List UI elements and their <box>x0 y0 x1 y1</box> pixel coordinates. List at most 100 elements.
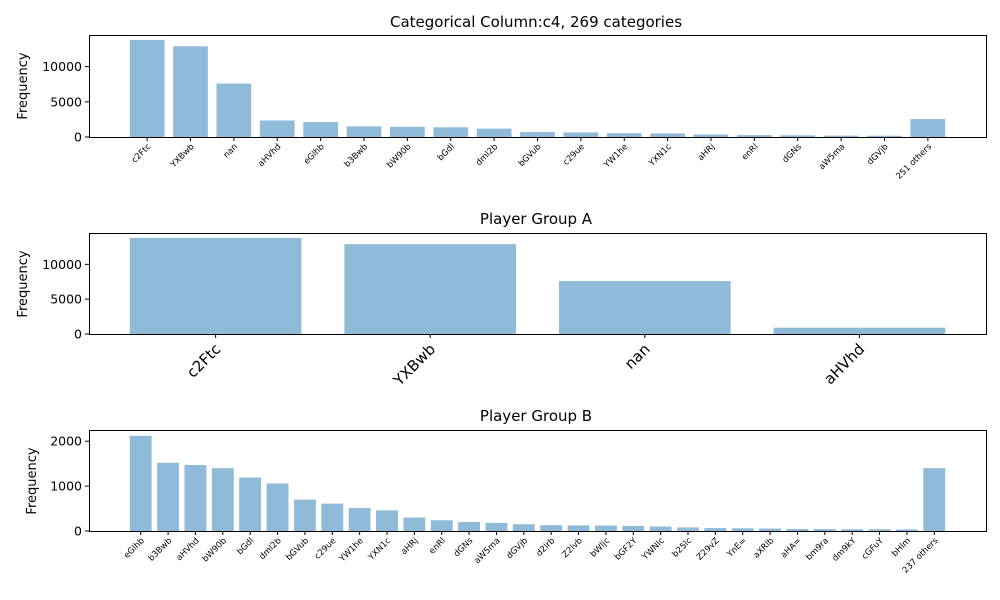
bar <box>823 135 859 137</box>
bar <box>737 135 772 137</box>
y-tick-label: 10000 <box>42 257 82 272</box>
y-axis-label: Frequency <box>16 250 31 317</box>
bar <box>239 477 262 531</box>
bar <box>868 529 891 531</box>
bar <box>649 526 672 531</box>
x-tick-label: YXN1c <box>647 142 674 169</box>
x-tick-label: dGVjb <box>505 536 530 561</box>
axes-frame <box>89 233 987 335</box>
bar <box>266 483 289 531</box>
bar <box>558 281 731 334</box>
bar <box>567 525 590 531</box>
x-tick-label: b3Bwb <box>147 536 175 564</box>
x-tick-label: c2Ftc <box>183 340 224 381</box>
bar <box>594 525 617 531</box>
bar <box>704 528 727 531</box>
bar <box>129 39 165 137</box>
bar <box>344 244 517 334</box>
bar <box>923 468 946 531</box>
bar <box>476 128 512 137</box>
bar <box>622 525 645 531</box>
y-tick-label: 2000 <box>50 434 82 449</box>
x-tick-label: eGlhb <box>302 142 327 167</box>
bar <box>813 528 836 531</box>
x-tick-label: YXBwb <box>168 142 196 170</box>
chart-panel-3: Player Group B Frequency eGlhb b3Bwb aHVhd… <box>25 407 987 576</box>
bar <box>512 524 535 531</box>
bar <box>376 510 398 531</box>
x-tick-label: nan <box>621 340 654 373</box>
x-tick-label: aXRlb <box>752 536 777 561</box>
x-tick-label: Z29vZ <box>695 536 722 563</box>
y-tick-label: 0 <box>74 524 82 539</box>
x-tick-label: bGVub <box>284 536 311 563</box>
x-tick-label: aW5ma <box>817 142 847 172</box>
x-tick-label: YW1he <box>337 536 366 565</box>
y-axis-label: Frequency <box>25 447 40 514</box>
x-tick-label: c2Ftc <box>130 142 154 166</box>
chart-panel-2: Player Group A Frequency c2Ftc YXBwb nan aH… <box>16 210 987 390</box>
bar <box>211 468 234 531</box>
x-tick-label: b25lc <box>671 536 695 560</box>
x-tick-label: bW90b <box>201 536 229 564</box>
bar <box>895 529 918 531</box>
bar <box>348 508 371 531</box>
bar <box>403 517 426 531</box>
x-tick-label: dm9kY <box>831 535 859 563</box>
x-tick-label: c29ue <box>561 142 587 168</box>
x-tick-label: enRl <box>740 142 760 162</box>
bar <box>259 120 295 137</box>
bar <box>540 525 563 531</box>
axes-frame <box>89 430 987 532</box>
bar <box>606 133 642 137</box>
bar <box>129 237 302 334</box>
bar <box>841 529 864 531</box>
y-tick-label: 5000 <box>50 292 82 307</box>
y-tick-label: 1000 <box>50 479 82 494</box>
x-tick-label: dml2b <box>474 142 500 168</box>
x-tick-label: dml2b <box>258 536 284 562</box>
x-tick-label: dGNs <box>452 536 476 560</box>
bar <box>520 132 555 137</box>
x-tick-label: YXN1c <box>366 536 393 563</box>
bar <box>433 127 469 137</box>
bar <box>759 528 782 531</box>
x-tick-label: aHVhd <box>256 142 283 169</box>
bar <box>867 135 902 137</box>
bar <box>773 327 946 334</box>
bar <box>157 462 180 531</box>
y-axis-label: Frequency <box>16 52 31 119</box>
y-tick-label: 5000 <box>50 94 82 109</box>
bar <box>321 503 344 531</box>
x-tick-label: d2lrb <box>535 536 558 559</box>
x-tick-label: aHRj <box>399 536 420 557</box>
x-tick-label: dGNs <box>781 142 805 166</box>
x-tick-label: c29ue <box>313 536 339 562</box>
x-tick-label: nan <box>222 142 240 160</box>
bar <box>129 435 152 531</box>
x-tick-label: bGdl <box>436 142 457 163</box>
y-tick-label: 0 <box>74 130 82 145</box>
x-tick-label: bm9ra <box>804 536 831 563</box>
bar <box>173 46 208 138</box>
bar <box>293 499 316 531</box>
bar <box>430 520 453 531</box>
chart-title: Player Group B <box>480 407 592 425</box>
x-tick-label: bGF2Y <box>613 535 640 562</box>
x-tick-label: YnE= <box>725 536 749 560</box>
x-tick-label: b3Bwb <box>343 142 371 170</box>
bar <box>677 527 699 531</box>
x-tick-label: aHRj <box>696 142 717 163</box>
x-tick-label: aHA= <box>779 536 803 560</box>
x-tick-label: eGlhb <box>122 536 147 561</box>
x-tick-label: dGVjb <box>865 142 890 167</box>
x-tick-label: bWljc <box>589 536 613 560</box>
x-tick-label: YXBwb <box>389 340 439 390</box>
chart-title: Player Group A <box>480 210 593 228</box>
x-tick-label: Z2lvb <box>561 536 585 560</box>
bar <box>390 126 425 137</box>
bar <box>650 133 685 137</box>
chart-title: Categorical Column:c4, 269 categories <box>390 13 682 31</box>
x-tick-label: aW5ma <box>473 536 503 566</box>
